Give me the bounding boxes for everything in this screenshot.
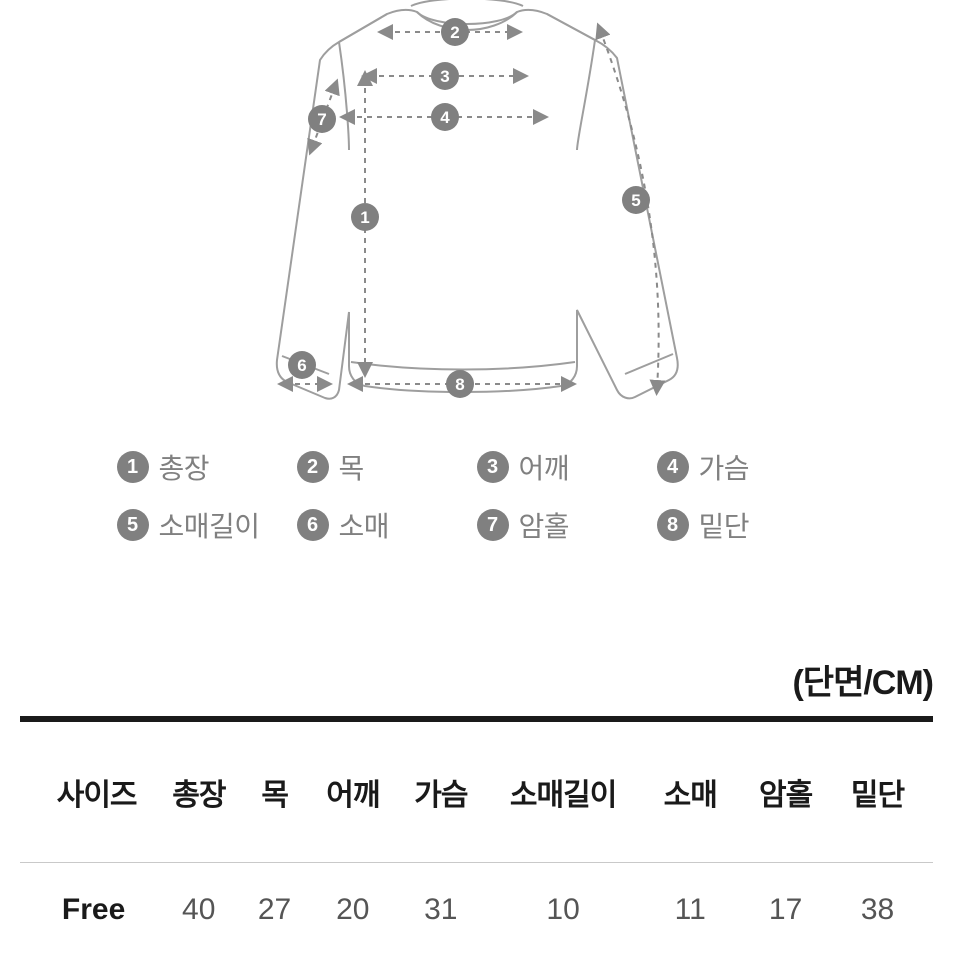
garment-diagram-wrap: 1 2 3 4 5 6 7 8 [0,0,953,427]
legend-item-7: 7 암홀 [477,505,657,545]
legend-label: 목 [339,447,364,487]
unit-label: (단면/CM) [792,655,933,704]
legend-item-3: 3 어깨 [477,447,657,487]
legend-badge: 5 [117,509,149,541]
table-cell: 10 [485,893,642,927]
table-header-cell: 암홀 [739,770,832,814]
legend-label: 암홀 [519,505,570,545]
legend-badge: 2 [297,451,329,483]
legend-badge: 4 [657,451,689,483]
legend-item-6: 6 소매 [297,505,477,545]
table-header-cell: 총장 [157,770,240,814]
legend-label: 어깨 [519,447,570,487]
table-header-row: 사이즈총장목어깨가슴소매길이소매암홀밑단 [20,722,933,863]
table-cell: 17 [739,893,832,927]
table-header-cell: 소매길이 [485,770,641,814]
legend-badge: 3 [477,451,509,483]
table-cell: Free [30,893,157,927]
legend-label: 소매 [339,505,390,545]
legend-label: 총장 [159,447,210,487]
unit-row: (단면/CM) [20,655,933,704]
size-table: 사이즈총장목어깨가슴소매길이소매암홀밑단 Free402720311011173… [20,716,933,953]
measurement-legend: 1총장2목3어깨4가슴5소매길이6소매7암홀8밑단 [117,447,837,545]
svg-text:1: 1 [360,208,369,227]
svg-text:8: 8 [455,375,464,394]
svg-text:2: 2 [450,23,459,42]
legend-label: 소매길이 [159,505,260,545]
svg-text:6: 6 [297,356,306,375]
legend-item-1: 1 총장 [117,447,297,487]
legend-badge: 7 [477,509,509,541]
table-cell: 27 [240,893,308,927]
table-header-cell: 소매 [641,770,739,814]
legend-label: 밑단 [699,505,750,545]
table-header-cell: 밑단 [832,770,923,814]
legend-item-2: 2목 [297,447,477,487]
table-cell: 40 [157,893,240,927]
legend-item-8: 8 밑단 [657,505,837,545]
table-row: Free4027203110111738 [20,893,933,953]
legend-badge: 1 [117,451,149,483]
size-guide-page: 12345678 1총장2목3어깨4가슴5소매길이6소매7암홀8밑단 (단면/C… [0,0,953,953]
table-header-cell: 어깨 [309,770,397,814]
svg-text:4: 4 [440,108,450,127]
legend-item-5: 5 소매길이 [117,505,297,545]
table-cell: 11 [641,893,739,927]
garment-diagram: 1 2 3 4 5 6 7 8 [127,0,827,420]
table-body: Free4027203110111738 [20,893,933,953]
table-header-cell: 가슴 [397,770,485,814]
table-cell: 20 [309,893,397,927]
table-cell: 31 [397,893,485,927]
svg-text:5: 5 [631,191,640,210]
legend-badge: 6 [297,509,329,541]
legend-label: 가슴 [699,447,750,487]
table-cell: 38 [832,893,923,927]
table-header-cell: 사이즈 [30,770,157,814]
svg-text:3: 3 [440,67,449,86]
svg-text:7: 7 [317,110,326,129]
table-body-clip: Free4027203110111738 [20,893,933,953]
legend-item-4: 4 가슴 [657,447,837,487]
legend-badge: 8 [657,509,689,541]
table-header-cell: 목 [240,770,308,814]
